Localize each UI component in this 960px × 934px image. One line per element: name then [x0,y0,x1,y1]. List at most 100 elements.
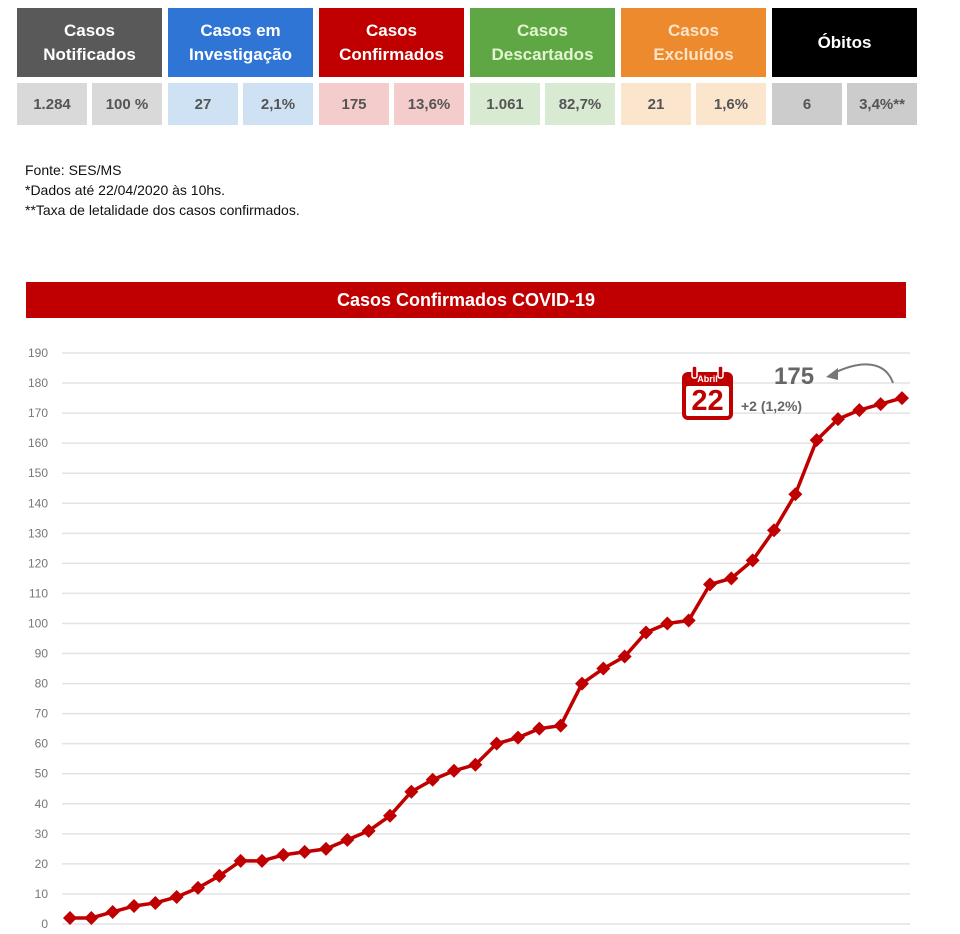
data-point-marker [425,772,440,787]
chart-title: Casos Confirmados COVID-19 [26,282,906,318]
summary-card-header: Casos Confirmados [319,8,464,77]
summary-percent: 13,6% [394,83,464,125]
curved-arrow-icon [831,363,894,384]
summary-count: 27 [168,83,238,125]
summary-count: 175 [319,83,389,125]
y-tick-label: 0 [41,917,48,931]
summary-count: 21 [621,83,691,125]
data-point-marker [639,625,653,640]
summary-count: 1.061 [470,83,540,125]
summary-card-title: Casos [365,20,418,40]
data-point-marker [745,553,760,568]
y-tick-label: 110 [29,586,48,600]
y-tick-label: 40 [35,797,49,811]
summary-card-title: Confirmados [339,44,444,64]
y-tick-label: 180 [28,376,48,390]
data-point-marker [404,784,419,799]
data-point-marker [511,730,525,745]
source-note: Fonte: SES/MS [25,162,122,178]
data-point-marker [84,910,99,925]
y-tick-label: 120 [28,556,48,570]
summary-percent: 3,4%** [847,83,917,125]
y-tick-label: 10 [35,887,49,901]
summary-card-title: Investigação [189,44,292,64]
latest-value-label: 175 [774,363,815,390]
data-point-marker [852,403,867,418]
summary-card: Casos em Investigação 27 2,1% [168,8,313,125]
data-point-marker [105,904,120,919]
y-tick-label: 170 [28,406,48,420]
summary-count: 1.284 [17,83,87,125]
summary-card-header: Casos Descartados [470,8,615,77]
data-point-marker [319,841,333,856]
data-point-marker [767,523,781,538]
data-point-marker [447,763,461,778]
summary-percent: 2,1% [243,83,313,125]
summary-card: Casos Descartados 1.061 82,7% [470,8,615,125]
data-point-marker [895,391,909,406]
summary-card-title: Óbitos [817,32,872,52]
data-point-marker [297,844,312,859]
data-point-marker [724,571,739,586]
summary-card: Casos Notificados 1.284 100 % [17,8,162,125]
summary-card-header: Óbitos [772,8,917,77]
data-point-marker [191,880,205,895]
summary-count: 6 [772,83,842,125]
calendar-icon: Abril 22 [680,365,735,422]
summary-percent: 1,6% [696,83,766,125]
data-point-marker [553,718,568,733]
y-tick-label: 150 [28,466,48,480]
data-point-marker [361,823,376,838]
summary-card-header: Casos em Investigação [168,8,313,77]
y-tick-label: 140 [28,496,48,510]
y-tick-label: 90 [35,647,49,661]
data-point-marker [148,895,163,910]
summary-card-title: Casos [516,20,569,40]
data-point-marker [255,853,269,868]
data-point-marker [383,808,397,823]
y-tick-label: 60 [35,737,49,751]
data-point-marker [63,910,77,925]
summary-card: Casos Excluídos 21 1,6% [621,8,766,125]
summary-card-header: Casos Excluídos [621,8,766,77]
y-tick-label: 130 [28,526,48,540]
y-tick-label: 80 [35,677,49,691]
summary-card-title: Descartados [491,44,594,64]
summary-card: Óbitos 6 3,4%** [772,8,917,125]
data-point-marker [276,847,291,862]
data-point-marker [212,868,227,883]
data-point-marker [660,616,675,631]
data-point-marker [233,853,248,868]
summary-card-title: Casos [63,20,116,40]
calendar-month: Abril [697,374,718,384]
data-point-marker [809,433,824,448]
summary-percent: 100 % [92,83,162,125]
y-tick-label: 70 [35,707,49,721]
series-line [70,396,903,920]
summary-percent: 82,7% [545,83,615,125]
y-tick-label: 50 [35,767,49,781]
summary-cards: Casos Notificados 1.284 100 % Casos em Invest… [17,8,917,125]
date-note: *Dados até 22/04/2020 às 10hs. [25,182,226,198]
data-point-marker [340,832,355,847]
data-point-marker [681,613,696,628]
lethality-note: **Taxa de letalidade dos casos confirmad… [25,202,300,218]
y-tick-label: 100 [28,616,48,630]
summary-card-title: Casos [667,20,720,40]
summary-card: Casos Confirmados 175 13,6% [319,8,464,125]
data-point-marker [873,397,888,412]
summary-card-title: Excluídos [653,44,734,64]
data-point-marker [468,757,483,772]
data-point-marker [532,721,547,736]
data-point-marker [703,577,717,592]
calendar-day: 22 [691,385,724,417]
y-tick-label: 30 [35,827,49,841]
notes: Fonte: SES/MS *Dados até 22/04/2020 às 1… [25,160,300,220]
y-tick-label: 20 [35,857,49,871]
y-tick-label: 160 [28,436,48,450]
summary-card-header: Casos Notificados [17,8,162,77]
data-point-marker [596,661,611,676]
data-point-marker [127,898,141,913]
summary-card-title: Notificados [43,44,136,64]
